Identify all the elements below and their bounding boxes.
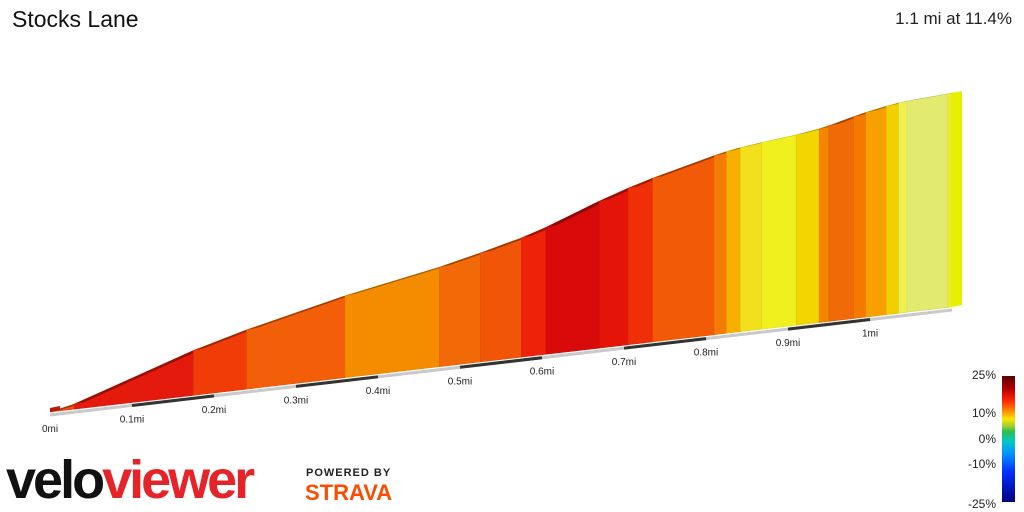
gradient-segment (193, 329, 248, 396)
profile-ridge (74, 348, 204, 405)
x-tick-label: 0.5mi (448, 376, 472, 387)
legend-label-neg25: -25% (967, 497, 996, 511)
powered-by-label: POWERED BY (306, 467, 392, 479)
gradient-segment (521, 226, 547, 358)
legend-label-neg10: -10% (967, 457, 996, 471)
gradient-segment (947, 92, 953, 308)
x-tick-label: 0.9mi (776, 338, 800, 349)
gradient-segment (652, 155, 715, 343)
ruler-block (295, 375, 379, 388)
profile-ridge (480, 235, 532, 253)
profile-end-cap (952, 91, 962, 307)
x-tick-label: 0.2mi (202, 405, 226, 416)
profile-ridge (947, 91, 962, 94)
gradient-segment (344, 266, 440, 378)
profile-ridge (761, 132, 807, 143)
veloviewer-logo[interactable]: veloviewer (6, 450, 255, 510)
gradient-segment (795, 128, 820, 326)
gradient-segment (713, 151, 727, 336)
gradient-segment (865, 105, 887, 318)
gradient-segment (740, 142, 763, 332)
gradient-segment (818, 125, 830, 323)
gradient-segment (886, 102, 900, 315)
ruler-block (787, 318, 871, 331)
logo-velo-text: velo (6, 450, 105, 510)
gradient-segment (439, 252, 481, 367)
profile-ridge (345, 265, 450, 296)
profile-start-cap (50, 406, 60, 412)
ruler-block (459, 356, 543, 369)
logo-viewer-text: viewer (102, 450, 255, 510)
profile-ridge (246, 293, 356, 330)
segment-title: Stocks Lane (12, 6, 139, 32)
gradient-segment (906, 93, 949, 313)
x-tick-label: 0.1mi (120, 414, 144, 425)
gradient-segment (627, 177, 654, 346)
segment-summary: 1.1 mi at 11.4% (895, 9, 1012, 28)
x-tick-label: 0.7mi (612, 357, 636, 368)
x-tick-label: 0.6mi (530, 367, 554, 378)
profile-ridge (193, 327, 257, 351)
ruler-block (131, 394, 215, 407)
gradient-segment (726, 147, 741, 334)
gradient-segment (246, 295, 346, 390)
profile-ridge (906, 91, 958, 102)
legend-label-10: 10% (971, 406, 996, 420)
x-tick-label: 0.3mi (284, 395, 308, 406)
gradient-segment (480, 237, 522, 363)
gradient-segment (898, 100, 908, 314)
legend-label-25: 25% (971, 368, 996, 382)
gradient-segment (599, 187, 629, 349)
x-tick-label: 0.4mi (366, 386, 390, 397)
profile-ridge (652, 153, 725, 179)
x-tick-label: 1mi (862, 329, 878, 340)
profile-ridge (546, 199, 610, 228)
profile-ridge (439, 250, 491, 268)
legend-label-0: 0% (978, 432, 996, 446)
x-tick-label: 0.8mi (694, 348, 718, 359)
gradient-segment (761, 134, 797, 330)
strava-logo[interactable]: STRAVA (305, 480, 393, 505)
gradient-segment (853, 112, 867, 319)
ruler-block (623, 337, 707, 350)
x-tick-label: 0mi (42, 424, 58, 435)
gradient-legend-bar (1002, 376, 1015, 502)
gradient-segment (828, 116, 854, 322)
